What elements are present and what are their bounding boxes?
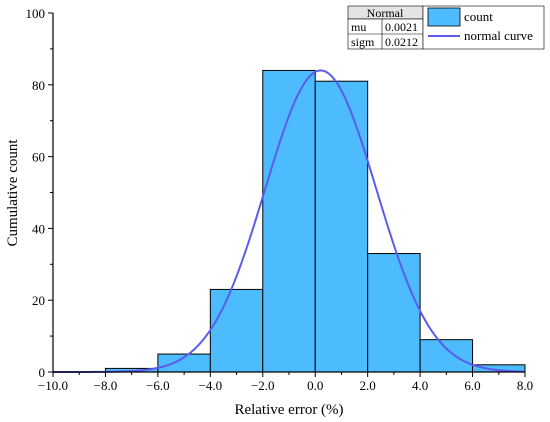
legend-count-swatch	[427, 7, 461, 27]
y-axis-label: Cumulative count	[5, 139, 21, 247]
x-tick-label: 6.0	[464, 378, 480, 393]
y-tick-label: 100	[26, 6, 46, 21]
histogram-bar	[367, 253, 421, 373]
stats-table-title: Normal	[367, 6, 404, 20]
x-tick-label: 4.0	[412, 378, 428, 393]
stats-sigma-value: 0.0212	[385, 35, 418, 49]
histogram-bar	[262, 69, 316, 373]
y-tick-label: 60	[32, 150, 45, 165]
y-tick-label: 40	[32, 221, 45, 236]
histogram-bar	[209, 288, 264, 373]
y-tick-label: 0	[39, 365, 46, 380]
x-tick-label: −4.0	[199, 378, 223, 393]
stats-mu-value: 0.0021	[385, 20, 418, 34]
x-tick-label: 8.0	[517, 378, 533, 393]
x-axis-label: Relative error (%)	[234, 402, 343, 418]
x-tick-label: −6.0	[146, 378, 170, 393]
stats-mu-label: mu	[351, 20, 366, 34]
histogram-bar	[314, 80, 369, 373]
x-tick-label: 2.0	[360, 378, 376, 393]
x-tick-label: −10.0	[38, 378, 68, 393]
legend-count-label: count	[464, 9, 493, 24]
y-tick-label: 20	[32, 293, 45, 308]
y-tick-label: 80	[32, 78, 45, 93]
x-axis-ticks: −10.0 −8.0 −6.0 −4.0 −2.0 0.0 2.0 4.0 6.0 8.0	[38, 372, 533, 393]
stats-sigma-label: sigm	[351, 35, 375, 49]
y-axis-ticks: 0 20 40 60 80 100	[26, 6, 53, 380]
x-tick-label: −2.0	[251, 378, 275, 393]
x-tick-label: 0.0	[307, 378, 323, 393]
legend: count normal curve	[422, 5, 545, 50]
normal-curve-line	[53, 69, 526, 373]
histogram-bar	[419, 339, 474, 373]
legend-curve-label: normal curve	[464, 28, 533, 43]
stats-table: Normal mu 0.0021 sigm 0.0212	[347, 5, 424, 50]
x-tick-label: −8.0	[94, 378, 118, 393]
histogram-bars	[104, 69, 526, 373]
